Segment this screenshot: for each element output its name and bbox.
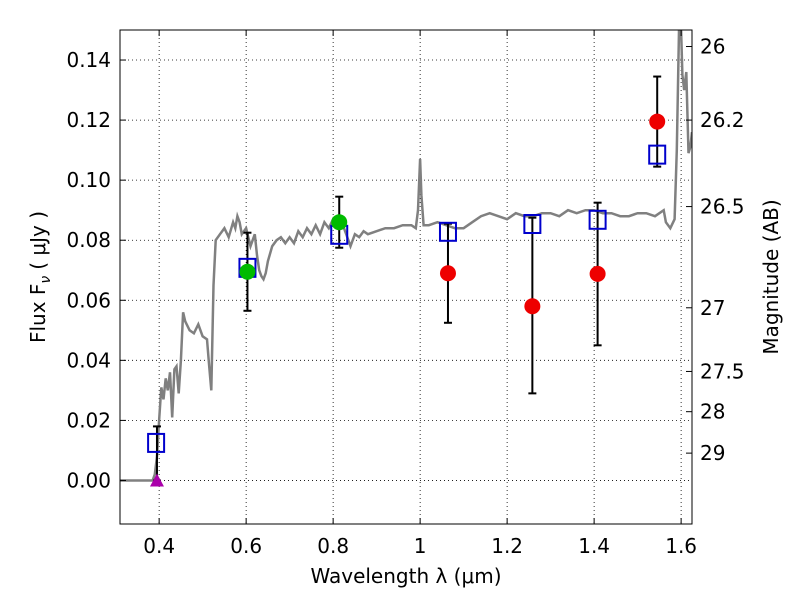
- model-photometry-marker: [438, 221, 457, 242]
- flux-point-marker: [649, 113, 666, 130]
- flux-point-marker: [331, 214, 348, 231]
- plot-frame: [119, 29, 693, 525]
- flux-point-marker: [524, 298, 541, 315]
- data-markers: [147, 113, 667, 487]
- x-tick-label: 1.4: [578, 534, 610, 558]
- y-tick-label: 0.04: [66, 348, 111, 372]
- y-axis-title: Flux Fν ( μJy ): [26, 211, 54, 343]
- right-tick-label: 26: [700, 35, 725, 59]
- x-tick-label: 0.8: [317, 534, 349, 558]
- model-photometry-marker: [648, 144, 667, 165]
- model-photometry-marker: [523, 213, 542, 234]
- y-tick-label: 0.02: [66, 408, 111, 432]
- right-tick-label: 28: [700, 400, 725, 424]
- y-tick-label: 0.10: [66, 168, 111, 192]
- x-tick-label: 0.4: [143, 534, 175, 558]
- right-axis-title: Magnitude (AB): [759, 199, 783, 354]
- x-tick-label: 0.6: [230, 534, 262, 558]
- x-tick-label: 1.2: [491, 534, 523, 558]
- flux-point-marker: [239, 263, 256, 280]
- model-photometry-marker: [147, 432, 166, 453]
- y-axis-title-unit: ( μJy ): [26, 211, 50, 270]
- x-axis-title: Wavelength λ (μm): [310, 564, 501, 588]
- model-photometry-marker: [588, 209, 607, 230]
- flux-point-marker: [589, 265, 606, 282]
- x-tick-label: 1: [414, 534, 427, 558]
- y-tick-label: 0.06: [66, 288, 111, 312]
- right-tick-label: 26.2: [700, 108, 745, 132]
- y-tick-label: 0.12: [66, 108, 111, 132]
- right-tick-label: 27.5: [700, 359, 745, 383]
- right-tick-label: 29: [700, 441, 725, 465]
- right-tick-label: 26.5: [700, 195, 745, 219]
- right-tick-label: 27: [700, 296, 725, 320]
- y-tick-label: 0.00: [66, 468, 111, 492]
- y-axis-title-subscript: ν: [38, 276, 54, 284]
- y-axis-title-main: Flux F: [26, 284, 50, 343]
- x-tick-label: 1.6: [665, 534, 697, 558]
- y-tick-label: 0.08: [66, 228, 111, 252]
- plot-background: [120, 30, 692, 524]
- upper-limit-marker: [149, 473, 164, 487]
- axis-ticks: 0.4 0.6 0.8 1 1.2 1.4 1.6 0.00 0.02 0.04 0.06 0.08 0…: [66, 30, 745, 558]
- flux-point-marker: [439, 265, 456, 282]
- y-tick-label: 0.14: [66, 48, 111, 72]
